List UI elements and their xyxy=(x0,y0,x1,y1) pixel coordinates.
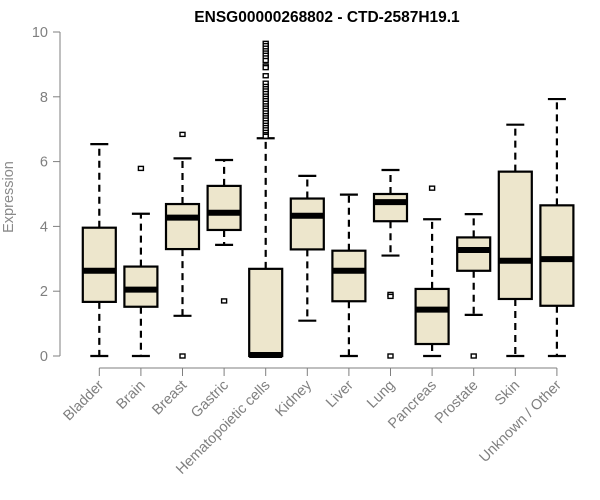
box-breast xyxy=(164,131,201,359)
box-brain xyxy=(123,165,159,358)
iqr-box xyxy=(164,202,201,251)
box-unknown-other xyxy=(539,97,575,358)
outlier-point xyxy=(262,73,269,79)
y-tick-label: 2 xyxy=(40,284,48,300)
box-gastric xyxy=(206,158,242,304)
y-tick-label: 6 xyxy=(40,155,48,171)
x-tick-label: Bladder xyxy=(60,377,107,424)
iqr-box xyxy=(539,204,575,307)
outlier-point xyxy=(179,131,186,138)
box-prostate xyxy=(456,212,492,359)
iqr-box xyxy=(414,287,450,346)
y-tick-label: 10 xyxy=(32,25,48,41)
outlier-point xyxy=(428,185,436,191)
x-tick-label: Liver xyxy=(323,377,357,411)
box-skin xyxy=(497,123,533,358)
boxes-group xyxy=(81,40,575,359)
iqr-box xyxy=(372,192,409,223)
iqr-box xyxy=(456,236,492,272)
outlier-point xyxy=(470,353,477,359)
outlier-point xyxy=(387,293,394,300)
y-tick-label: 8 xyxy=(40,90,48,106)
outlier-point xyxy=(387,353,394,359)
y-tick-label: 4 xyxy=(40,219,48,235)
outlier-point xyxy=(262,64,269,71)
iqr-box xyxy=(331,249,367,303)
x-tick-label: Lung xyxy=(364,378,398,412)
outlier-point xyxy=(262,133,269,140)
y-axis: 0 2 4 6 8 10 xyxy=(32,25,61,365)
box-kidney xyxy=(289,174,325,322)
x-tick-label: Breast xyxy=(149,378,190,419)
box-pancreas xyxy=(414,185,450,358)
x-tick-label: Kidney xyxy=(272,377,315,420)
chart-title: ENSG00000268802 - CTD-2587H19.1 xyxy=(194,9,460,26)
outlier-point xyxy=(262,57,269,64)
box-lung xyxy=(372,168,409,359)
y-tick-label: 0 xyxy=(40,349,48,365)
x-tick-label: Brain xyxy=(113,378,148,413)
x-tick-label: Prostate xyxy=(432,378,481,427)
iqr-box xyxy=(206,184,242,232)
iqr-box xyxy=(81,226,117,303)
iqr-box xyxy=(289,197,325,251)
box-liver xyxy=(331,193,367,358)
x-tick-label: Skin xyxy=(492,378,523,409)
outlier-point xyxy=(220,298,228,304)
iqr-box xyxy=(248,267,284,358)
box-bladder xyxy=(81,143,117,358)
outlier-point xyxy=(179,353,186,359)
y-axis-title: Expression xyxy=(1,161,17,233)
iqr-box xyxy=(497,170,533,301)
box-hematopoietic-cells xyxy=(248,40,284,359)
outlier-point xyxy=(137,165,145,172)
